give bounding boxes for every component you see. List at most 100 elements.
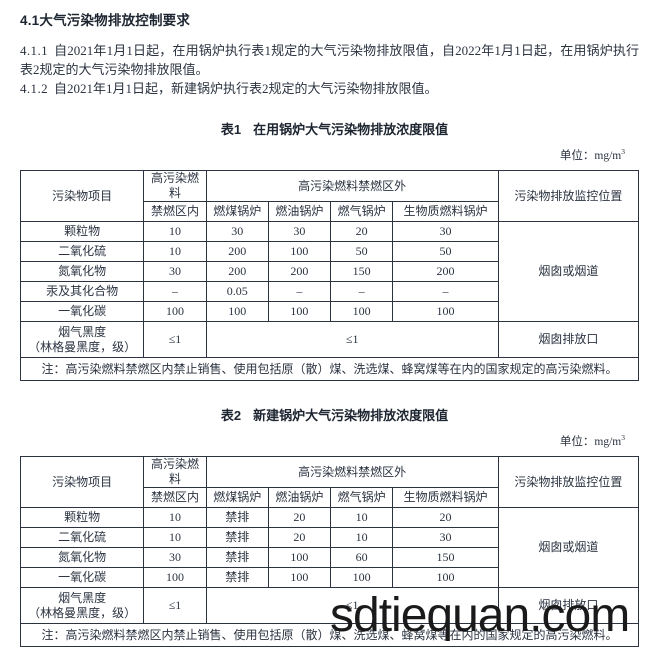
table2-row0-in-zone: 10: [143, 507, 207, 528]
table2-unit-label: 单位：: [559, 436, 595, 448]
table1-unit-superscript: 3: [621, 147, 625, 157]
table2-header-in-zone-line2: 禁燃区内: [143, 487, 207, 508]
table2-header-position: 污染物排放监控位置: [497, 456, 640, 508]
table1-row1-oil: 100: [267, 241, 332, 262]
table1-row0-oil: 30: [267, 221, 332, 242]
table2-header-oil: 燃油锅炉: [267, 487, 332, 508]
paragraph-number-4-1-1: 4.1.1: [20, 43, 48, 58]
table-row: 颗粒物 10 30 30 20 30 烟囱或烟道: [19, 221, 640, 322]
table1-header-row-1: 污染物项目 高污染燃料 高污染燃料禁燃区外 污染物排放监控位置: [19, 170, 640, 222]
table1-row1-gas: 50: [330, 241, 394, 262]
table1-header-gas: 燃气锅炉: [330, 201, 394, 222]
paragraph-text-4-1-1: 自2021年1月1日起，在用锅炉执行表1规定的大气污染物排放限值，自2022年1…: [20, 43, 639, 77]
table1-row2-item: 氮氧化物: [19, 261, 145, 282]
table1-row0-biomass: 30: [392, 221, 499, 242]
table2-row3-in-zone: 100: [143, 567, 207, 588]
table1-header-out-zone: 高污染燃料禁燃区外: [205, 170, 499, 202]
table1-row4-biomass: 100: [392, 301, 499, 322]
table1-header-item: 污染物项目: [19, 170, 145, 222]
table2-row3-oil: 100: [267, 567, 332, 588]
table1-row1-coal: 200: [205, 241, 269, 262]
table2-row1-gas: 10: [330, 527, 394, 548]
table1-row2-oil: 200: [267, 261, 332, 282]
table1-position-value: 烟囱或烟道: [497, 221, 640, 322]
table1-smoke-position: 烟囱排放口: [497, 321, 640, 358]
table2-row1-in-zone: 10: [143, 527, 207, 548]
table1-smoke-item-line1: 烟气黑度: [58, 324, 107, 339]
table2-row0-gas: 10: [330, 507, 394, 528]
table-row: 汞及其化合物 – 0.05 – – –: [19, 281, 639, 302]
table1-row0-gas: 20: [330, 221, 394, 242]
table1-header-position: 污染物排放监控位置: [497, 170, 640, 222]
table1-row4-oil: 100: [267, 301, 332, 322]
table2-row2-in-zone: 30: [143, 547, 207, 568]
table1-row2-gas: 150: [330, 261, 394, 282]
table1-unit: 单位：mg/m3: [20, 147, 639, 163]
table1-caption-label: 表1: [220, 122, 242, 137]
table2-header-coal: 燃煤锅炉: [205, 487, 269, 508]
table2-row2-item: 氮氧化物: [19, 547, 145, 568]
table1-row2-in-zone: 30: [143, 261, 207, 282]
table-in-use-boiler-limits: 污染物项目 高污染燃料 高污染燃料禁燃区外 污染物排放监控位置 禁燃区内 燃煤锅…: [19, 170, 640, 381]
table-row: 颗粒物 10 禁排 20 10 20 烟囱或烟道: [19, 507, 640, 588]
table1-row0-in-zone: 10: [143, 221, 207, 242]
page-title: 4.1大气污染物排放控制要求: [20, 0, 639, 29]
table-row: 二氧化硫 10 200 100 50 50: [19, 241, 639, 262]
table1-header-oil: 燃油锅炉: [267, 201, 332, 222]
paragraph-4-1-2: 4.1.2 自2021年1月1日起，新建锅炉执行表2规定的大气污染物排放限值。: [20, 79, 639, 98]
section-number: 4.1: [20, 13, 40, 28]
table2-unit-value: mg/m: [594, 436, 622, 448]
table2-row1-oil: 20: [267, 527, 332, 548]
table1-smoke-item: 烟气黑度 （林格曼黑度，级）: [19, 321, 145, 358]
table1-smoke-out-zone: ≤1: [205, 321, 499, 358]
table2-row0-biomass: 20: [392, 507, 499, 528]
table2-smoke-in-zone: ≤1: [143, 587, 207, 624]
table1-row3-gas: –: [330, 281, 394, 302]
table1-row2-coal: 200: [205, 261, 269, 282]
table2-row1-item: 二氧化硫: [19, 527, 145, 548]
table2-row1-biomass: 30: [392, 527, 499, 548]
table1-row0-coal: 30: [205, 221, 269, 242]
table2-smoke-position: 烟囱排放口: [497, 587, 640, 624]
table2-header-out-zone: 高污染燃料禁燃区外: [205, 456, 499, 488]
table1-row1-item: 二氧化硫: [19, 241, 145, 262]
section-title-text: 大气污染物排放控制要求: [39, 13, 191, 28]
table1-smoke-row: 烟气黑度 （林格曼黑度，级） ≤1 ≤1 烟囱排放口: [19, 321, 640, 358]
table1-row4-gas: 100: [330, 301, 394, 322]
table1-header-in-zone-line1: 高污染燃料: [143, 170, 207, 202]
table2-caption-label: 表2: [220, 408, 242, 423]
table1-row4-item: 一氧化碳: [19, 301, 145, 322]
table2-smoke-item: 烟气黑度 （林格曼黑度，级）: [19, 587, 145, 624]
table1-header-coal: 燃煤锅炉: [205, 201, 269, 222]
table1-row4-coal: 100: [205, 301, 269, 322]
table1-header-in-zone-line2: 禁燃区内: [143, 201, 207, 222]
table2-smoke-item-line1: 烟气黑度: [58, 590, 107, 605]
table1-row3-item: 汞及其化合物: [19, 281, 145, 302]
table2-row1-coal: 禁排: [205, 527, 269, 548]
table1-row3-oil: –: [267, 281, 332, 302]
paragraph-number-4-1-2: 4.1.2: [20, 81, 48, 96]
table2-row2-oil: 100: [267, 547, 332, 568]
table-row: 一氧化碳 100 100 100 100 100: [19, 301, 639, 322]
table-new-boiler-limits: 污染物项目 高污染燃料 高污染燃料禁燃区外 污染物排放监控位置 禁燃区内 燃煤锅…: [19, 456, 640, 647]
table2-row0-oil: 20: [267, 507, 332, 528]
table1-header-row-2: 禁燃区内 燃煤锅炉 燃油锅炉 燃气锅炉 生物质燃料锅炉: [21, 201, 639, 222]
table2-row2-biomass: 150: [392, 547, 499, 568]
table2-row0-coal: 禁排: [205, 507, 269, 528]
table1-row1-biomass: 50: [392, 241, 499, 262]
table1-row4-in-zone: 100: [143, 301, 207, 322]
table1-smoke-item-line2: （林格曼黑度，级）: [28, 339, 137, 354]
table2-caption: 表2 新建锅炉大气污染物排放浓度限值: [20, 405, 639, 424]
table1-note: 注：高污染燃料禁燃区内禁止销售、使用包括原（散）煤、洗选煤、蜂窝煤等在内的国家规…: [20, 357, 639, 381]
table2-row3-coal: 禁排: [205, 567, 269, 588]
table1-row3-in-zone: –: [143, 281, 207, 302]
table1-row0-item: 颗粒物: [19, 221, 145, 242]
table1-row2-biomass: 200: [392, 261, 499, 282]
table2-unit-superscript: 3: [621, 433, 625, 443]
table1-unit-value: mg/m: [594, 150, 622, 162]
table2-smoke-item-line2: （林格曼黑度，级）: [28, 605, 137, 620]
table2-row2-gas: 60: [330, 547, 394, 568]
table2-row3-biomass: 100: [392, 567, 499, 588]
table1-row3-coal: 0.05: [205, 281, 269, 302]
table2-caption-title: 新建锅炉大气污染物排放浓度限值: [253, 408, 449, 423]
